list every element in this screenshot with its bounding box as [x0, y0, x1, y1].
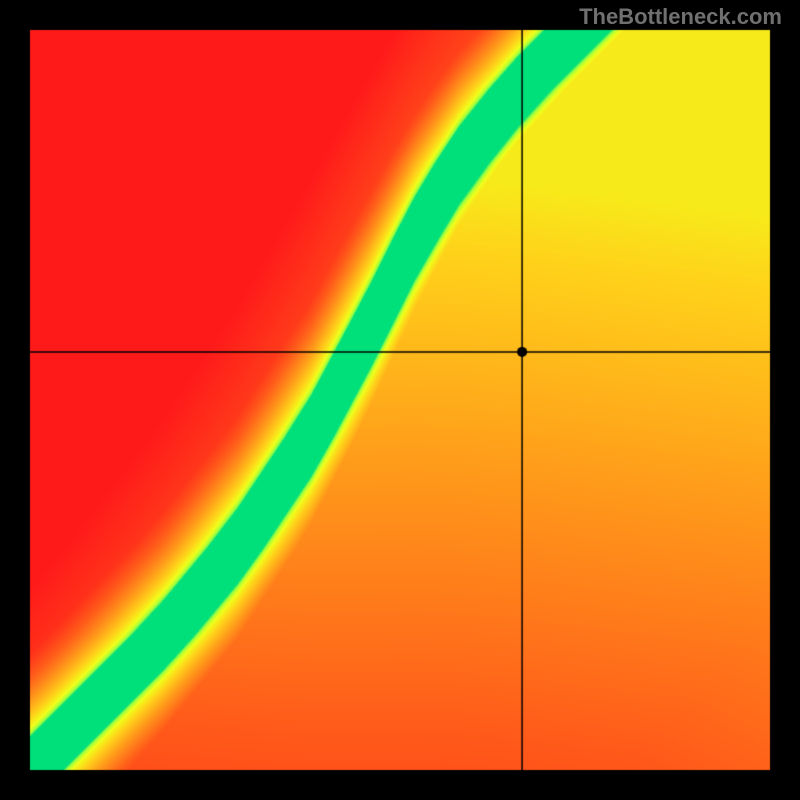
watermark-text: TheBottleneck.com — [579, 4, 782, 30]
heatmap-canvas — [0, 0, 800, 800]
chart-container: TheBottleneck.com — [0, 0, 800, 800]
